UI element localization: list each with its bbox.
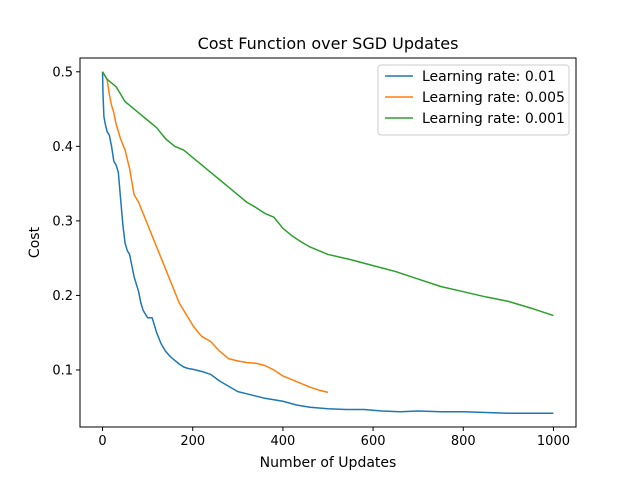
- legend-label-2: Learning rate: 0.005: [422, 90, 565, 106]
- y-tick-label: 0.4: [52, 140, 73, 155]
- plot-frame: [79, 57, 577, 428]
- legend: Learning rate: 0.01 Learning rate: 0.005 L…: [377, 64, 570, 136]
- x-tick-label: 800: [451, 434, 476, 449]
- x-tick-label: 400: [270, 434, 295, 449]
- y-axis-label: Cost: [27, 226, 43, 258]
- series-line-1: [101, 71, 554, 414]
- chart-title: Cost Function over SGD Updates: [198, 34, 459, 53]
- y-tick-label: 0.5: [52, 65, 73, 80]
- x-tick-label: 600: [361, 434, 386, 449]
- legend-box: [377, 64, 570, 136]
- legend-label-3: Learning rate: 0.001: [422, 111, 565, 127]
- legend-label-1: Learning rate: 0.01: [422, 69, 556, 85]
- x-tick-label: 200: [180, 434, 205, 449]
- series-line-3: [101, 71, 554, 317]
- x-tick-label: 0: [98, 434, 106, 449]
- x-tick-label: 1000: [537, 434, 570, 449]
- x-axis-label: Number of Updates: [260, 455, 397, 471]
- x-axis: 0 200 400 600 800 1000: [98, 427, 570, 449]
- series-layer: [101, 71, 554, 414]
- y-tick-label: 0.3: [52, 214, 73, 229]
- series-line-2: [101, 71, 329, 394]
- y-tick-label: 0.1: [52, 363, 73, 378]
- y-tick-label: 0.2: [52, 289, 73, 304]
- y-axis: 0.1 0.2 0.3 0.4 0.5: [52, 65, 80, 378]
